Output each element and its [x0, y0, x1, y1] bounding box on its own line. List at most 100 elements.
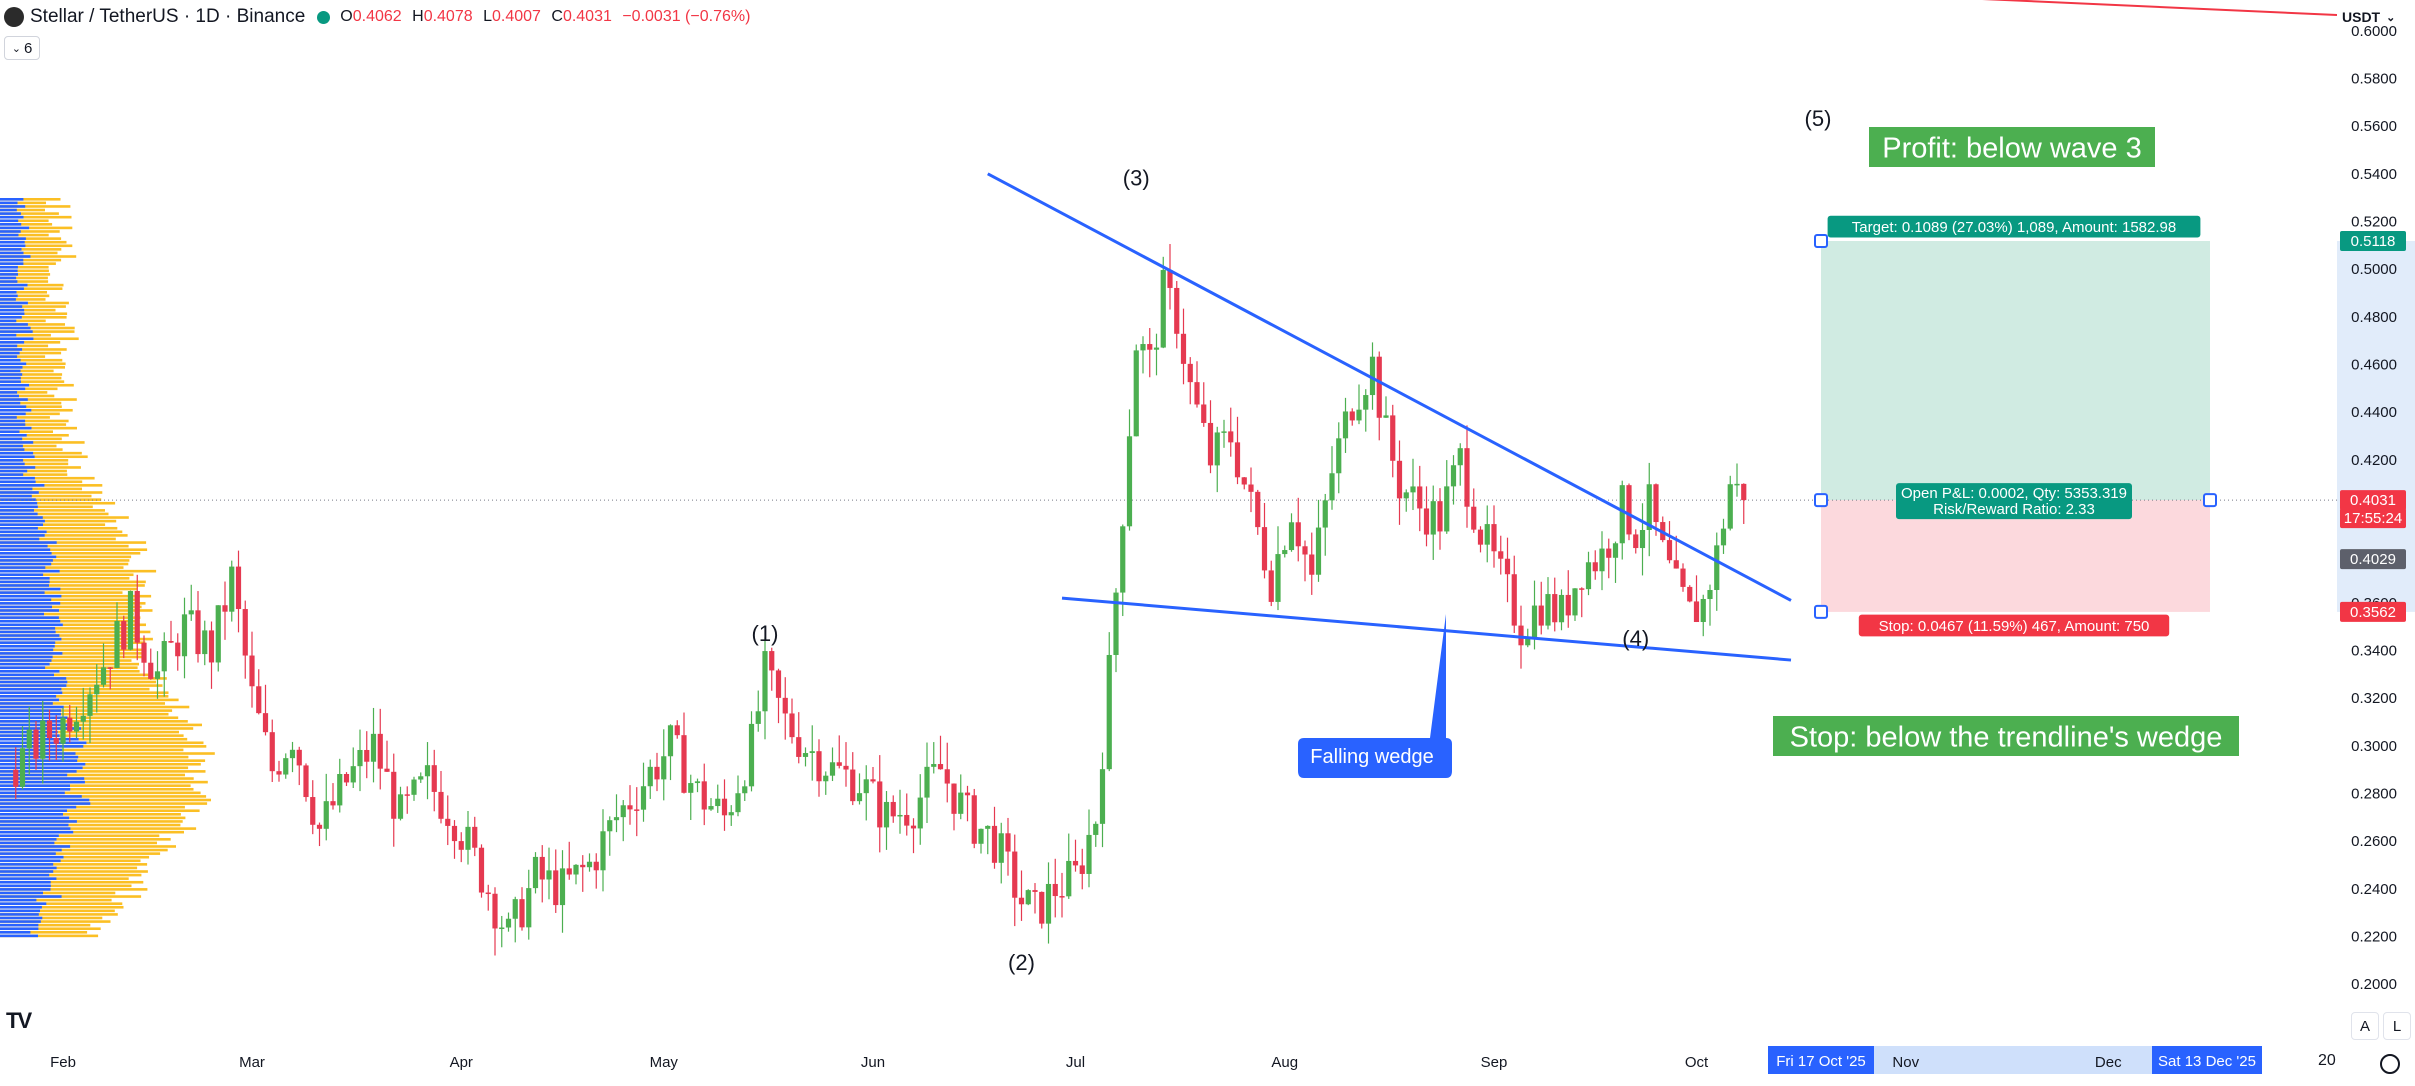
- timezone-button[interactable]: 20: [2318, 1052, 2336, 1069]
- time-tick-label: Jun: [861, 1054, 885, 1071]
- price-axis[interactable]: 0.6000 0.5800 0.5600 0.5400 0.5200 0.5000 0.48…: [2337, 0, 2415, 1040]
- tradingview-logo-icon[interactable]: TV: [6, 1008, 32, 1033]
- resistance-line[interactable]: [1960, 0, 2338, 16]
- volume-profile-bar-up: [0, 852, 56, 855]
- volume-profile-bar-up: [0, 301, 28, 305]
- volume-profile-bar-up: [0, 845, 71, 848]
- candle-body: [1140, 344, 1146, 351]
- currency-selector[interactable]: USDT ⌄: [2342, 9, 2396, 25]
- volume-profile-bar-up: [0, 551, 52, 555]
- volume-profile-bar-up: [0, 891, 43, 895]
- candle-body: [283, 758, 289, 775]
- candle-body: [343, 774, 350, 783]
- volume-profile-bar-down: [0, 823, 181, 827]
- position-zones[interactable]: [0, 234, 2337, 619]
- volume-profile-bar-down: [0, 745, 207, 748]
- volume-profile-bar-down: [0, 780, 208, 784]
- volume-profile-bar-down: [0, 380, 65, 383]
- volume-profile-bar-up: [0, 916, 43, 920]
- candle-body: [1599, 548, 1605, 572]
- volume-profile-bar-up: [0, 838, 57, 841]
- stop-label-bg: [1858, 614, 2170, 637]
- auto-scale-button[interactable]: A: [2351, 1012, 2379, 1040]
- stellar-logo-icon: [4, 7, 24, 27]
- candle-body: [789, 713, 795, 738]
- volume-profile-bar-up: [0, 680, 68, 684]
- volume-profile-bar-up: [0, 258, 24, 262]
- volume-profile-bar-up: [0, 759, 78, 762]
- volume-profile-bar-up: [0, 748, 63, 752]
- volume-profile-bar-down: [0, 691, 169, 695]
- volume-profile-bar-up: [0, 612, 44, 616]
- volume-profile-bar-up: [0, 920, 41, 923]
- candle-body: [1133, 350, 1139, 437]
- volume-profile-bar-up: [0, 877, 57, 880]
- wedge-trendlines[interactable]: [987, 0, 2338, 662]
- volume-profile-bar-up: [0, 630, 56, 634]
- candle-body: [94, 684, 100, 695]
- position-handle[interactable]: [1814, 493, 1828, 508]
- candle-body: [60, 717, 66, 744]
- candle-body: [1423, 508, 1430, 535]
- volume-profile-bar-up: [0, 283, 28, 287]
- volume-profile-bar-down: [0, 762, 201, 766]
- candle-body: [114, 621, 120, 668]
- volume-profile-bar-down: [0, 627, 137, 630]
- upper-trendline[interactable]: [987, 172, 1792, 602]
- volume-profile-bar-down: [0, 498, 102, 501]
- symbol-title[interactable]: Stellar / TetherUS · 1D · Binance: [30, 6, 306, 27]
- indicators-collapse-button[interactable]: ⌄ 6: [4, 36, 40, 60]
- volume-profile-bar-up: [0, 337, 34, 341]
- position-handle[interactable]: [1814, 604, 1828, 619]
- candle-body: [1025, 890, 1031, 905]
- candle-body: [1552, 594, 1558, 623]
- volume-profile-bar-down: [0, 805, 185, 809]
- candle-body: [1322, 500, 1328, 528]
- candle-body: [1444, 486, 1450, 532]
- candle-body: [316, 824, 323, 829]
- volume-profile-bar-up: [0, 326, 31, 330]
- chart-annotations: (1) (2) (3) (4) (5) Profit: below wave 3 Stop:…: [752, 106, 2239, 975]
- candle-body: [202, 630, 208, 655]
- candle-body: [796, 737, 802, 757]
- volume-profile-bar-up: [0, 691, 63, 695]
- log-scale-button[interactable]: L: [2383, 1012, 2411, 1040]
- candle-body: [701, 781, 707, 810]
- volume-profile-bar-up: [0, 373, 23, 376]
- candlestick-series: [13, 244, 1747, 956]
- volume-profile-bar-up: [0, 902, 47, 905]
- candle-body: [559, 868, 566, 906]
- volume-profile-bar-down: [0, 777, 194, 780]
- candle-body: [1565, 594, 1571, 616]
- volume-profile-bar-down: [0, 795, 207, 798]
- volume-profile-bar-down: [0, 641, 146, 644]
- volume-profile-bar-up: [0, 813, 63, 816]
- volume-profile-bar-up: [0, 655, 53, 659]
- position-handle[interactable]: [2203, 493, 2217, 508]
- candle-body: [1545, 594, 1551, 626]
- volume-profile-bar-down: [0, 662, 139, 666]
- volume-profile-bar-up: [0, 587, 61, 591]
- volume-profile-bar-up: [0, 462, 25, 466]
- volume-profile-bar-up: [0, 755, 79, 759]
- volume-profile-bar-down: [0, 273, 51, 276]
- volume-profile-bar-up: [0, 548, 51, 552]
- volume-profile-bar-down: [0, 816, 186, 820]
- settings-gear-icon[interactable]: [2380, 1054, 2400, 1074]
- time-tick-label: Mar: [239, 1054, 265, 1071]
- target-zone[interactable]: [1821, 241, 2210, 501]
- candle-body: [1653, 484, 1659, 523]
- volume-profile-bar-down: [0, 584, 145, 587]
- volume-profile-bar-down: [0, 841, 157, 845]
- volume-profile-bar-down: [0, 312, 68, 316]
- volume-profile-bar-down: [0, 655, 144, 659]
- position-handle[interactable]: [1814, 234, 1828, 248]
- volume-profile-bar-down: [0, 355, 46, 358]
- time-tick-label: Dec: [2095, 1054, 2122, 1071]
- candle-body: [1126, 436, 1133, 527]
- lower-trendline[interactable]: [1061, 596, 1792, 662]
- volume-profile-bar-down: [0, 905, 124, 909]
- volume-profile-bar-up: [0, 215, 24, 219]
- time-axis[interactable]: Feb Mar Apr May Jun Jul Aug Sep Oct Nov Dec Fri 17 …: [0, 1040, 2337, 1086]
